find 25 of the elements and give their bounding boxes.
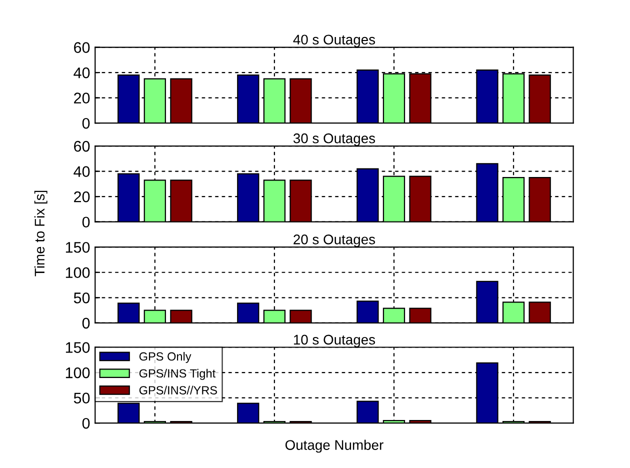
chart-title: 30 s Outages (293, 133, 376, 146)
y-tick-label: 50 (74, 392, 90, 404)
legend-label: GPS/INS Tight (139, 368, 216, 380)
y-tick-label: 50 (74, 292, 90, 304)
chart-title: 40 s Outages (293, 34, 376, 48)
y-tick-label: 40 (74, 67, 90, 78)
legend-label: GPS Only (139, 352, 192, 363)
chart-title: 10 s Outages (294, 334, 376, 348)
y-tick-label: 150 (66, 242, 90, 253)
y-tick-label: 0 (82, 318, 90, 329)
legend-label: GPS/INS//YRS (139, 386, 217, 394)
y-tick-label: 20 (74, 191, 90, 202)
y-tick-label: 60 (74, 42, 90, 53)
y-tick-label: 0 (82, 418, 90, 429)
y-tick-label: 0 (82, 118, 90, 129)
y-tick-label: 40 (74, 166, 90, 177)
y-tick-label: 100 (66, 367, 90, 378)
chart-title: 20 s Outages (294, 234, 376, 248)
y-axis-title: Time to Fix [s] (34, 190, 48, 276)
y-tick-label: 150 (66, 342, 90, 353)
y-tick-label: 20 (74, 92, 90, 104)
x-axis-title: Outage Number (285, 440, 384, 453)
y-tick-label: 0 (82, 216, 90, 228)
y-tick-label: 60 (74, 140, 90, 152)
y-tick-label: 100 (66, 267, 90, 278)
